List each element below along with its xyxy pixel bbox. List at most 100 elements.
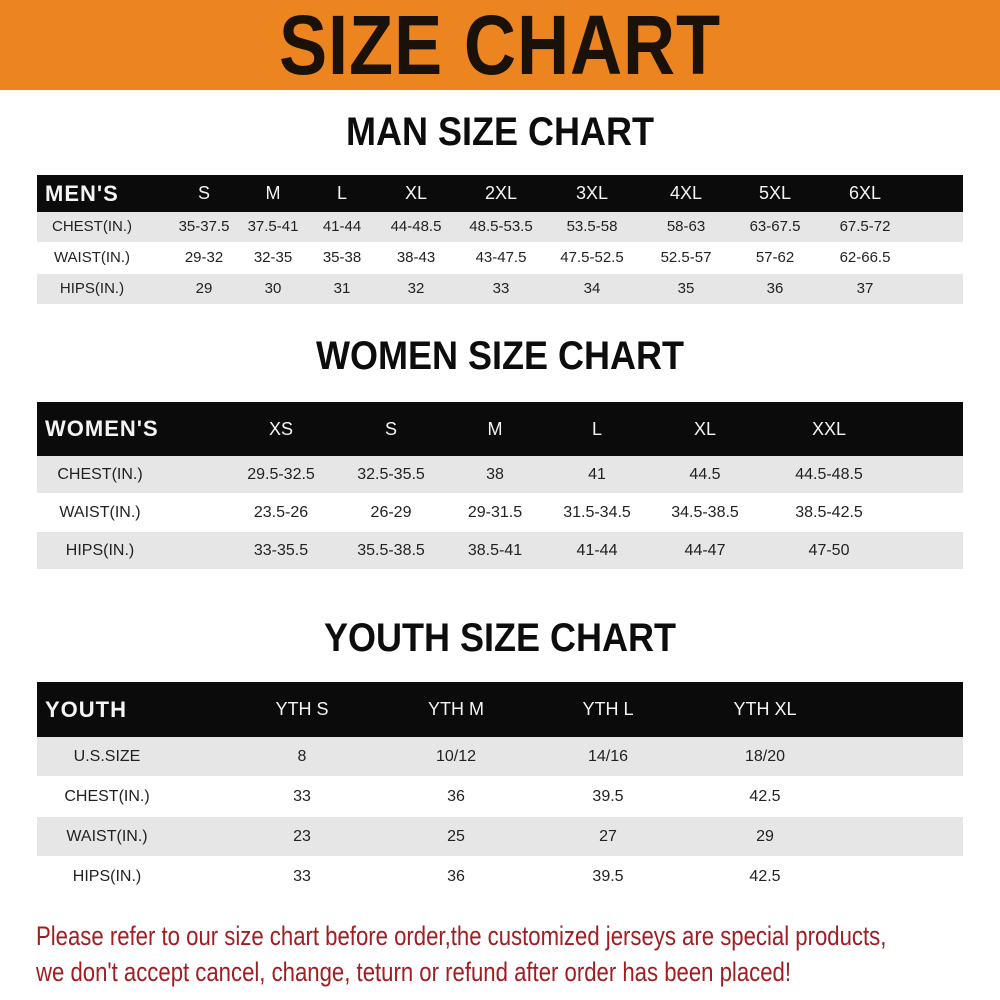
table-row: HIPS(IN.) 33-35.5 35.5-38.5 38.5-41 41-44 44-… xyxy=(37,532,963,569)
table-cell: 67.5-72 xyxy=(839,218,891,235)
size-header: L xyxy=(336,183,348,203)
table-cell: 35-37.5 xyxy=(178,218,230,235)
women-section-title: WOMEN SIZE CHART xyxy=(316,334,684,378)
table-cell: 14/16 xyxy=(587,748,629,765)
size-header: 3XL xyxy=(575,183,609,203)
size-header: XL xyxy=(693,419,717,439)
table-cell: 32 xyxy=(407,280,425,297)
table-row: CHEST(IN.) 33 36 39.5 42.5 xyxy=(37,777,963,816)
size-header: YTH L xyxy=(582,699,634,719)
table-cell: 27 xyxy=(599,828,617,845)
size-header: YTH S xyxy=(275,699,329,719)
measurement-label: CHEST(IN.) xyxy=(57,466,143,483)
size-header: XL xyxy=(404,183,428,203)
youth-header-row: YOUTH YTH S YTH M YTH L YTH XL xyxy=(37,682,963,737)
table-row: WAIST(IN.) 23 25 27 29 xyxy=(37,817,963,856)
women-header-row: WOMEN'S XS S M L XL XXL xyxy=(37,402,963,456)
table-cell: 35.5-38.5 xyxy=(357,542,425,559)
size-header: 5XL xyxy=(758,183,792,203)
size-header: XS xyxy=(268,419,294,439)
table-row: HIPS(IN.) 29 30 31 32 33 34 35 36 37 xyxy=(37,274,963,304)
size-header: M xyxy=(487,419,503,439)
table-cell: 34.5-38.5 xyxy=(671,504,739,521)
measurement-label: CHEST(IN.) xyxy=(52,218,132,235)
table-cell: 38.5-42.5 xyxy=(795,504,863,521)
table-cell: 31 xyxy=(333,280,351,297)
table-cell: 26-29 xyxy=(370,504,412,521)
table-cell: 44.5 xyxy=(689,466,721,483)
youth-header-label: YOUTH xyxy=(45,697,127,722)
table-cell: 53.5-58 xyxy=(566,218,618,235)
table-cell: 62-66.5 xyxy=(839,249,891,266)
measurement-label: WAIST(IN.) xyxy=(53,249,131,266)
table-cell: 32-35 xyxy=(253,249,293,266)
measurement-label: U.S.SIZE xyxy=(73,748,141,765)
size-header: 2XL xyxy=(484,183,518,203)
measurement-label: HIPS(IN.) xyxy=(65,542,135,559)
table-cell: 10/12 xyxy=(435,748,477,765)
table-cell: 32.5-35.5 xyxy=(357,466,425,483)
table-cell: 63-67.5 xyxy=(749,218,801,235)
size-header: XXL xyxy=(811,419,847,439)
men-header-row: MEN'S S M L XL 2XL 3XL 4XL 5XL 6XL xyxy=(37,175,963,212)
table-cell: 44-48.5 xyxy=(390,218,442,235)
table-cell: 34 xyxy=(583,280,601,297)
table-cell: 37.5-41 xyxy=(247,218,299,235)
table-cell: 41-44 xyxy=(576,542,618,559)
table-cell: 25 xyxy=(447,828,465,845)
table-cell: 38 xyxy=(486,466,504,483)
table-cell: 29-32 xyxy=(184,249,224,266)
table-cell: 52.5-57 xyxy=(660,249,712,266)
table-cell: 33 xyxy=(293,788,311,805)
table-row: CHEST(IN.) 29.5-32.5 32.5-35.5 38 41 44.5 44.5… xyxy=(37,456,963,493)
order-notice-line-2: we don't accept cancel, change, teturn o… xyxy=(36,957,792,987)
table-cell: 42.5 xyxy=(749,788,781,805)
table-cell: 48.5-53.5 xyxy=(469,218,533,235)
order-notice-line-1: Please refer to our size chart before or… xyxy=(36,921,887,951)
size-header: S xyxy=(384,419,398,439)
table-cell: 36 xyxy=(766,280,784,297)
table-row: WAIST(IN.) 29-32 32-35 35-38 38-43 43-47.5 47.… xyxy=(37,243,963,273)
table-cell: 31.5-34.5 xyxy=(563,504,631,521)
table-cell: 44-47 xyxy=(684,542,726,559)
table-cell: 58-63 xyxy=(666,218,706,235)
size-chart-banner: SIZE CHART xyxy=(0,0,1000,90)
measurement-label: WAIST(IN.) xyxy=(66,828,148,845)
table-cell: 35-38 xyxy=(322,249,362,266)
table-row: WAIST(IN.) 23.5-26 26-29 29-31.5 31.5-34.5 34… xyxy=(37,494,963,531)
measurement-label: CHEST(IN.) xyxy=(64,788,150,805)
size-header: S xyxy=(197,183,211,203)
table-cell: 23 xyxy=(293,828,311,845)
measurement-label: WAIST(IN.) xyxy=(59,504,141,521)
table-cell: 37 xyxy=(856,280,874,297)
size-header: 6XL xyxy=(848,183,882,203)
table-cell: 29 xyxy=(756,828,774,845)
table-cell: 47.5-52.5 xyxy=(560,249,624,266)
table-row: HIPS(IN.) 33 36 39.5 42.5 xyxy=(37,857,963,896)
table-cell: 42.5 xyxy=(749,868,781,885)
table-cell: 23.5-26 xyxy=(253,504,309,521)
table-cell: 41 xyxy=(588,466,606,483)
table-cell: 18/20 xyxy=(744,748,786,765)
table-cell: 30 xyxy=(264,280,282,297)
table-cell: 57-62 xyxy=(755,249,795,266)
table-row: CHEST(IN.) 35-37.5 37.5-41 41-44 44-48.5 48.5… xyxy=(37,212,963,242)
table-cell: 47-50 xyxy=(808,542,850,559)
table-cell: 36 xyxy=(447,868,465,885)
table-cell: 39.5 xyxy=(592,788,624,805)
table-cell: 33 xyxy=(293,868,311,885)
table-cell: 35 xyxy=(677,280,695,297)
size-header: YTH XL xyxy=(733,699,797,719)
table-cell: 38.5-41 xyxy=(467,542,523,559)
women-header-label: WOMEN'S xyxy=(45,416,159,441)
size-header: 4XL xyxy=(669,183,703,203)
youth-section-title: YOUTH SIZE CHART xyxy=(323,616,677,660)
banner-title: SIZE CHART xyxy=(278,0,722,92)
size-header: M xyxy=(265,183,281,203)
size-header: YTH M xyxy=(428,699,484,719)
size-header: L xyxy=(591,419,603,439)
table-cell: 33-35.5 xyxy=(253,542,309,559)
measurement-label: HIPS(IN.) xyxy=(72,868,142,885)
table-cell: 38-43 xyxy=(396,249,436,266)
table-cell: 36 xyxy=(447,788,465,805)
